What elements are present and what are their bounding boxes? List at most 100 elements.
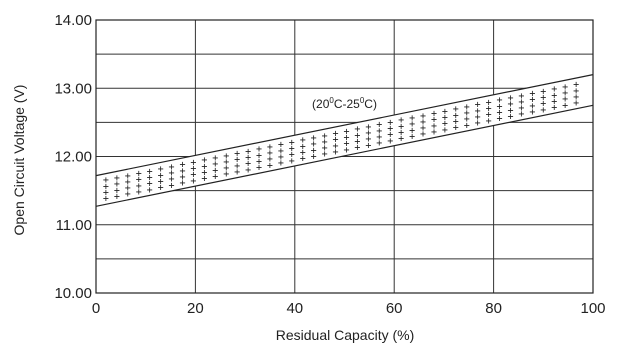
band-marker: + bbox=[179, 166, 185, 177]
band-marker: + bbox=[267, 160, 273, 171]
band-marker: + bbox=[158, 183, 164, 194]
band-marker: + bbox=[442, 119, 448, 130]
band-marker: + bbox=[136, 169, 142, 180]
band-marker: + bbox=[529, 95, 535, 106]
band-marker: + bbox=[573, 92, 579, 103]
y-tick-label: 14.00 bbox=[54, 12, 92, 29]
band-marker: + bbox=[497, 108, 503, 119]
band-marker: + bbox=[278, 152, 284, 163]
band-marker: + bbox=[540, 86, 546, 97]
band-marker: + bbox=[518, 91, 524, 102]
x-tick-label: 0 bbox=[92, 300, 100, 317]
x-tick-label: 20 bbox=[187, 300, 204, 317]
y-tick-label: 12.00 bbox=[54, 149, 92, 166]
band-marker: + bbox=[486, 116, 492, 127]
band-marker: + bbox=[442, 112, 448, 123]
band-marker: + bbox=[201, 168, 207, 179]
band-marker: + bbox=[365, 134, 371, 145]
band-marker: + bbox=[179, 160, 185, 171]
band-marker: + bbox=[114, 179, 120, 190]
band-marker: + bbox=[376, 120, 382, 131]
band-marker: + bbox=[529, 89, 535, 100]
band-marker: + bbox=[343, 145, 349, 156]
band-marker: + bbox=[551, 103, 557, 114]
y-axis-title: Open Circuit Voltage (V) bbox=[11, 85, 27, 236]
band-marker: + bbox=[190, 157, 196, 168]
band-marker: + bbox=[278, 146, 284, 157]
band-marker: + bbox=[311, 151, 317, 162]
band-marker: + bbox=[387, 117, 393, 128]
x-tick-label: 100 bbox=[580, 300, 605, 317]
band-marker: + bbox=[354, 130, 360, 141]
x-tick-label: 60 bbox=[386, 300, 403, 317]
band-marker: + bbox=[486, 97, 492, 108]
tick-labels: 0 20 40 60 80 100 10.00 11.00 12.00 13.00 14.00 bbox=[54, 12, 605, 317]
band-marker: + bbox=[365, 140, 371, 151]
band-marker: + bbox=[562, 100, 568, 111]
band-marker: + bbox=[562, 82, 568, 93]
band-marker: + bbox=[398, 128, 404, 139]
band-marker: + bbox=[518, 103, 524, 114]
band-marker: + bbox=[475, 106, 481, 117]
band-marker: + bbox=[212, 159, 218, 170]
band-marker: + bbox=[540, 92, 546, 103]
band-marker: + bbox=[278, 140, 284, 151]
band-marker: + bbox=[179, 172, 185, 183]
band-marker: + bbox=[125, 189, 131, 200]
band-marker: + bbox=[234, 167, 240, 178]
band-marker: + bbox=[551, 90, 557, 101]
band-marker: + bbox=[398, 134, 404, 145]
band-marker: + bbox=[223, 157, 229, 168]
y-tick-label: 10.00 bbox=[54, 285, 92, 302]
band-marker: + bbox=[103, 194, 109, 205]
band-marker: + bbox=[311, 133, 317, 144]
band-marker: + bbox=[267, 142, 273, 153]
x-tick-label: 40 bbox=[286, 300, 303, 317]
band-marker: + bbox=[354, 136, 360, 147]
band-marker: + bbox=[333, 135, 339, 146]
band-marker: + bbox=[431, 115, 437, 126]
band-marker: + bbox=[289, 137, 295, 148]
band-marker: + bbox=[354, 143, 360, 154]
band-marker: + bbox=[464, 108, 470, 119]
band-marker: + bbox=[322, 131, 328, 142]
band-marker: + bbox=[420, 129, 426, 140]
band-marker: + bbox=[507, 105, 513, 116]
band-marker: + bbox=[125, 177, 131, 188]
band-marker: + bbox=[333, 129, 339, 140]
band-marker: + bbox=[376, 132, 382, 143]
y-tick-label: 11.00 bbox=[56, 217, 92, 234]
band-marker: + bbox=[147, 166, 153, 177]
band-marker: + bbox=[300, 141, 306, 152]
band-marker: + bbox=[431, 127, 437, 138]
temperature-annotation: (200C-250C) bbox=[312, 96, 377, 111]
band-marker: + bbox=[420, 111, 426, 122]
band-marker: + bbox=[212, 171, 218, 182]
band-marker: + bbox=[245, 146, 251, 157]
band-marker: + bbox=[322, 143, 328, 154]
band-marker: + bbox=[201, 174, 207, 185]
band-marker: + bbox=[103, 181, 109, 192]
band-marker: + bbox=[343, 139, 349, 150]
band-marker: + bbox=[486, 110, 492, 121]
band-marker: + bbox=[169, 180, 175, 191]
band-marker: + bbox=[409, 125, 415, 136]
band-marker: + bbox=[453, 104, 459, 115]
band-marker: + bbox=[529, 107, 535, 118]
band-marker: + bbox=[322, 137, 328, 148]
band-marker: + bbox=[453, 123, 459, 134]
band-marker: + bbox=[442, 125, 448, 136]
band-marker: + bbox=[114, 173, 120, 184]
band-marker: + bbox=[453, 110, 459, 121]
band-marker: + bbox=[256, 163, 262, 174]
band-marker: + bbox=[223, 163, 229, 174]
band-marker: + bbox=[540, 99, 546, 110]
band-marker: + bbox=[343, 132, 349, 143]
band-marker: + bbox=[333, 147, 339, 158]
band-marker: + bbox=[245, 159, 251, 170]
band-marker: + bbox=[333, 141, 339, 152]
band-marker: + bbox=[540, 105, 546, 116]
band-marker: + bbox=[223, 169, 229, 180]
band-marker: + bbox=[158, 164, 164, 175]
